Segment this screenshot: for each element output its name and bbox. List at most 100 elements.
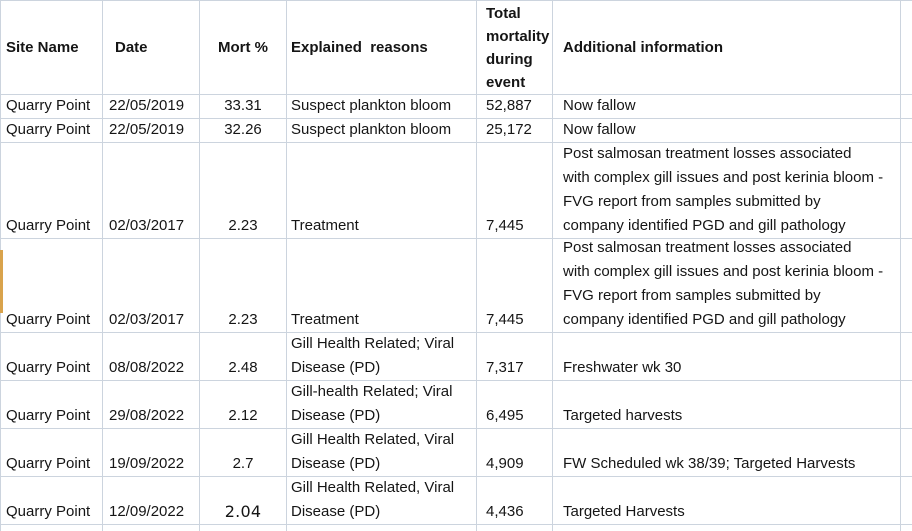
cell-site[interactable]: Quarry Point [0, 119, 103, 143]
cell-mort[interactable]: 2.23 [200, 143, 287, 239]
cell-empty[interactable] [0, 525, 103, 531]
cell-total[interactable]: 52,887 [477, 95, 553, 119]
cell-date[interactable]: 02/03/2017 [103, 143, 200, 239]
cell-info[interactable]: Now fallow [553, 95, 901, 119]
header-label: Explained reasons [291, 39, 428, 56]
cell-value: 4,436 [486, 503, 524, 520]
cell-value: Now fallow [563, 121, 636, 138]
cell-date[interactable]: 12/09/2022 [103, 477, 200, 525]
cell-total[interactable]: 7,317 [477, 333, 553, 381]
cell-value: 02/03/2017 [109, 311, 185, 328]
cell-value: 2.04 [224, 502, 262, 521]
cell-info[interactable]: FW Scheduled wk 38/39; Targeted Harvests [553, 429, 901, 477]
cell-value: Quarry Point [6, 503, 91, 520]
cell-info[interactable]: Targeted Harvests [553, 477, 901, 525]
cell-value: Quarry Point [6, 359, 91, 376]
cell-empty[interactable] [553, 525, 901, 531]
header-cell-total[interactable]: Total mortality during event [477, 0, 553, 95]
cell-date[interactable]: 29/08/2022 [103, 381, 200, 429]
cell-mort[interactable]: 2.7 [200, 429, 287, 477]
table-row: Quarry Point 02/03/2017 2.23 Treatment 7,445… [0, 143, 912, 239]
cell-date[interactable]: 08/08/2022 [103, 333, 200, 381]
header-label: Site Name [6, 39, 79, 56]
cell-reasons[interactable]: Suspect plankton bloom [287, 119, 477, 143]
cell-total[interactable]: 25,172 [477, 119, 553, 143]
cell-value: Post salmosan treatment losses associate… [563, 239, 884, 328]
cell-reasons[interactable]: Treatment [287, 239, 477, 333]
table-row: Quarry Point 02/03/2017 2.23 Treatment 7,445… [0, 239, 912, 333]
cell-empty [901, 429, 912, 477]
cell-site[interactable]: Quarry Point [0, 429, 103, 477]
cell-value: 2.23 [228, 217, 258, 234]
cell-empty [901, 525, 912, 531]
cell-empty[interactable] [477, 525, 553, 531]
cell-value: 22/05/2019 [109, 97, 185, 114]
cell-mort[interactable]: 2.12 [200, 381, 287, 429]
cell-value: 19/09/2022 [109, 455, 185, 472]
cell-date[interactable]: 22/05/2019 [103, 95, 200, 119]
cell-value: 32.26 [224, 121, 262, 138]
cell-total[interactable]: 6,495 [477, 381, 553, 429]
cell-empty [901, 381, 912, 429]
header-cell-reasons[interactable]: Explained reasons [287, 0, 477, 95]
table-row: Quarry Point 08/08/2022 2.48 Gill Health Re… [0, 333, 912, 381]
header-cell-info[interactable]: Additional information [553, 0, 901, 95]
cell-reasons[interactable]: Gill-health Related; Viral Disease (PD) [287, 381, 477, 429]
cell-info[interactable]: Post salmosan treatment losses associate… [553, 143, 901, 239]
cell-date[interactable]: 02/03/2017 [103, 239, 200, 333]
cell-value: Gill Health Related, Viral Disease (PD) [291, 479, 455, 520]
cell-value: Targeted harvests [563, 407, 683, 424]
cell-date[interactable]: 22/05/2019 [103, 119, 200, 143]
cell-value: 29/08/2022 [109, 407, 185, 424]
cell-reasons[interactable]: Gill Health Related, Viral Disease (PD) [287, 429, 477, 477]
cell-empty [901, 477, 912, 525]
cell-value: Treatment [291, 217, 359, 234]
table-row: Quarry Point 22/05/2019 33.31 Suspect plank… [0, 95, 912, 119]
cell-empty [901, 239, 912, 333]
cell-mort[interactable]: 2.48 [200, 333, 287, 381]
cell-value: 2.48 [228, 359, 258, 376]
cell-empty[interactable] [287, 525, 477, 531]
cell-value: 22/05/2019 [109, 121, 185, 138]
cell-value: Gill Health Related; Viral Disease (PD) [291, 335, 455, 376]
cell-site[interactable]: Quarry Point [0, 333, 103, 381]
cell-site[interactable]: Quarry Point [0, 143, 103, 239]
highlighted-cell-edge [0, 250, 3, 313]
cell-mort[interactable]: 2.23 [200, 239, 287, 333]
cell-empty[interactable] [103, 525, 200, 531]
cell-info[interactable]: Post salmosan treatment losses associate… [553, 239, 901, 333]
cell-info[interactable]: Freshwater wk 30 [553, 333, 901, 381]
cell-total[interactable]: 7,445 [477, 143, 553, 239]
cell-info[interactable]: Targeted harvests [553, 381, 901, 429]
cell-site[interactable]: Quarry Point [0, 477, 103, 525]
cell-site[interactable]: Quarry Point [0, 381, 103, 429]
header-cell-site[interactable]: Site Name [0, 0, 103, 95]
cell-site[interactable]: Quarry Point [0, 95, 103, 119]
cell-value: Now fallow [563, 97, 636, 114]
cell-total[interactable]: 4,436 [477, 477, 553, 525]
cell-value: Treatment [291, 311, 359, 328]
header-cell-date[interactable]: Date [103, 0, 200, 95]
cell-value: 6,495 [486, 407, 524, 424]
table-row: Quarry Point 19/09/2022 2.7 Gill Health Rel… [0, 429, 912, 477]
cell-reasons[interactable]: Gill Health Related, Viral Disease (PD) [287, 477, 477, 525]
header-row: Site Name Date Mort % Explained reasons Tota… [0, 0, 912, 95]
header-cell-mort[interactable]: Mort % [200, 0, 287, 95]
cell-info[interactable]: Now fallow [553, 119, 901, 143]
cell-mort[interactable]: 33.31 [200, 95, 287, 119]
cell-empty [901, 119, 912, 143]
cell-reasons[interactable]: Treatment [287, 143, 477, 239]
cell-mort[interactable]: 32.26 [200, 119, 287, 143]
cell-date[interactable]: 19/09/2022 [103, 429, 200, 477]
header-label: Additional information [563, 39, 723, 56]
cell-total[interactable]: 4,909 [477, 429, 553, 477]
cell-mort[interactable]: 2.04 [200, 477, 287, 525]
header-label: Date [115, 39, 148, 56]
cell-reasons[interactable]: Suspect plankton bloom [287, 95, 477, 119]
cell-total[interactable]: 7,445 [477, 239, 553, 333]
cell-value: 08/08/2022 [109, 359, 185, 376]
cell-reasons[interactable]: Gill Health Related; Viral Disease (PD) [287, 333, 477, 381]
cell-empty[interactable] [200, 525, 287, 531]
cell-site[interactable]: Quarry Point [0, 239, 103, 333]
